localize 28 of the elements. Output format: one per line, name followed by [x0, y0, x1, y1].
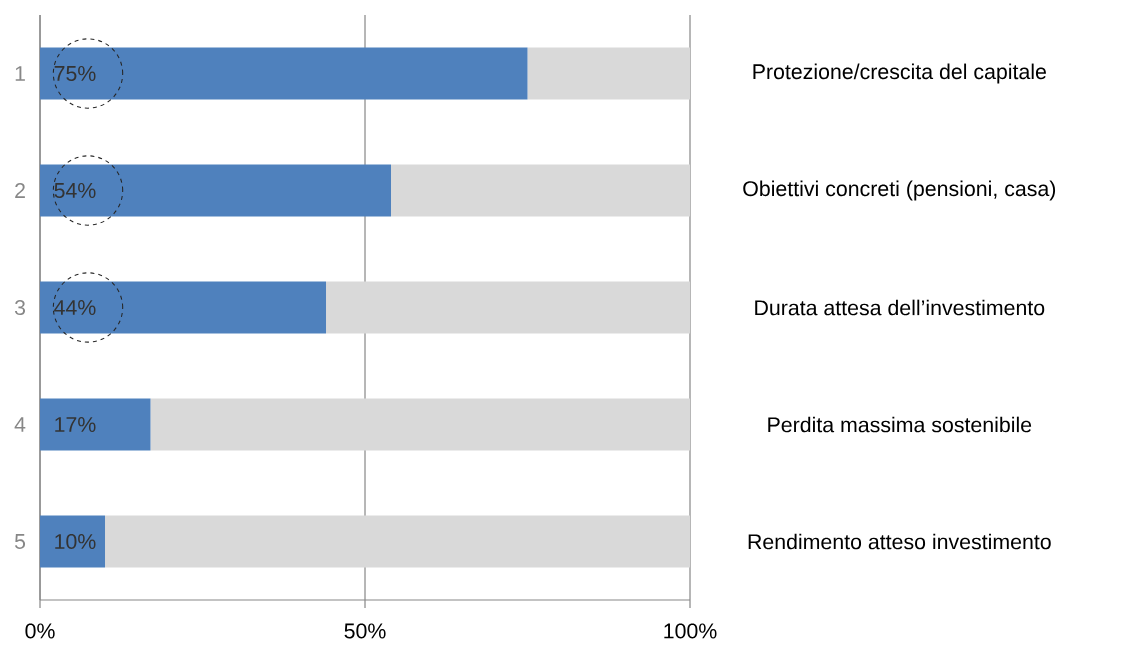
data-label: 44% [54, 300, 96, 315]
x-tick-label: 100% [664, 623, 717, 639]
y-tick-label: 2 [15, 183, 25, 198]
text: Durata attesa dell’investimento [755, 299, 1045, 316]
text: Protezione/crescita del capitale [753, 63, 1046, 84]
bar [40, 515, 106, 568]
y-tick-label: 5 [14, 534, 26, 549]
bar [326, 281, 691, 334]
data-label: 17% [55, 417, 96, 432]
y-tick-label: 4 [14, 417, 26, 432]
data-label: 54% [54, 182, 96, 198]
text: Obiettivi concreti (pensioni, casa) [743, 180, 1056, 201]
text: Perdita massima sostenibile [768, 416, 1032, 433]
x-tick-label: 0% [25, 623, 55, 639]
bar [40, 164, 392, 217]
text: Rendimento atteso investimento [748, 533, 1051, 550]
y-tick-label: 1 [15, 66, 25, 81]
bar [40, 47, 528, 100]
bar [105, 515, 691, 568]
data-label: 75% [54, 65, 96, 81]
bar [150, 398, 691, 451]
data-label: 10% [55, 533, 96, 550]
x-tick-label: 50% [344, 623, 386, 639]
bar [40, 281, 327, 334]
bar [40, 398, 151, 451]
bar [391, 164, 691, 217]
y-tick-label: 3 [14, 299, 26, 316]
bar [527, 47, 691, 100]
